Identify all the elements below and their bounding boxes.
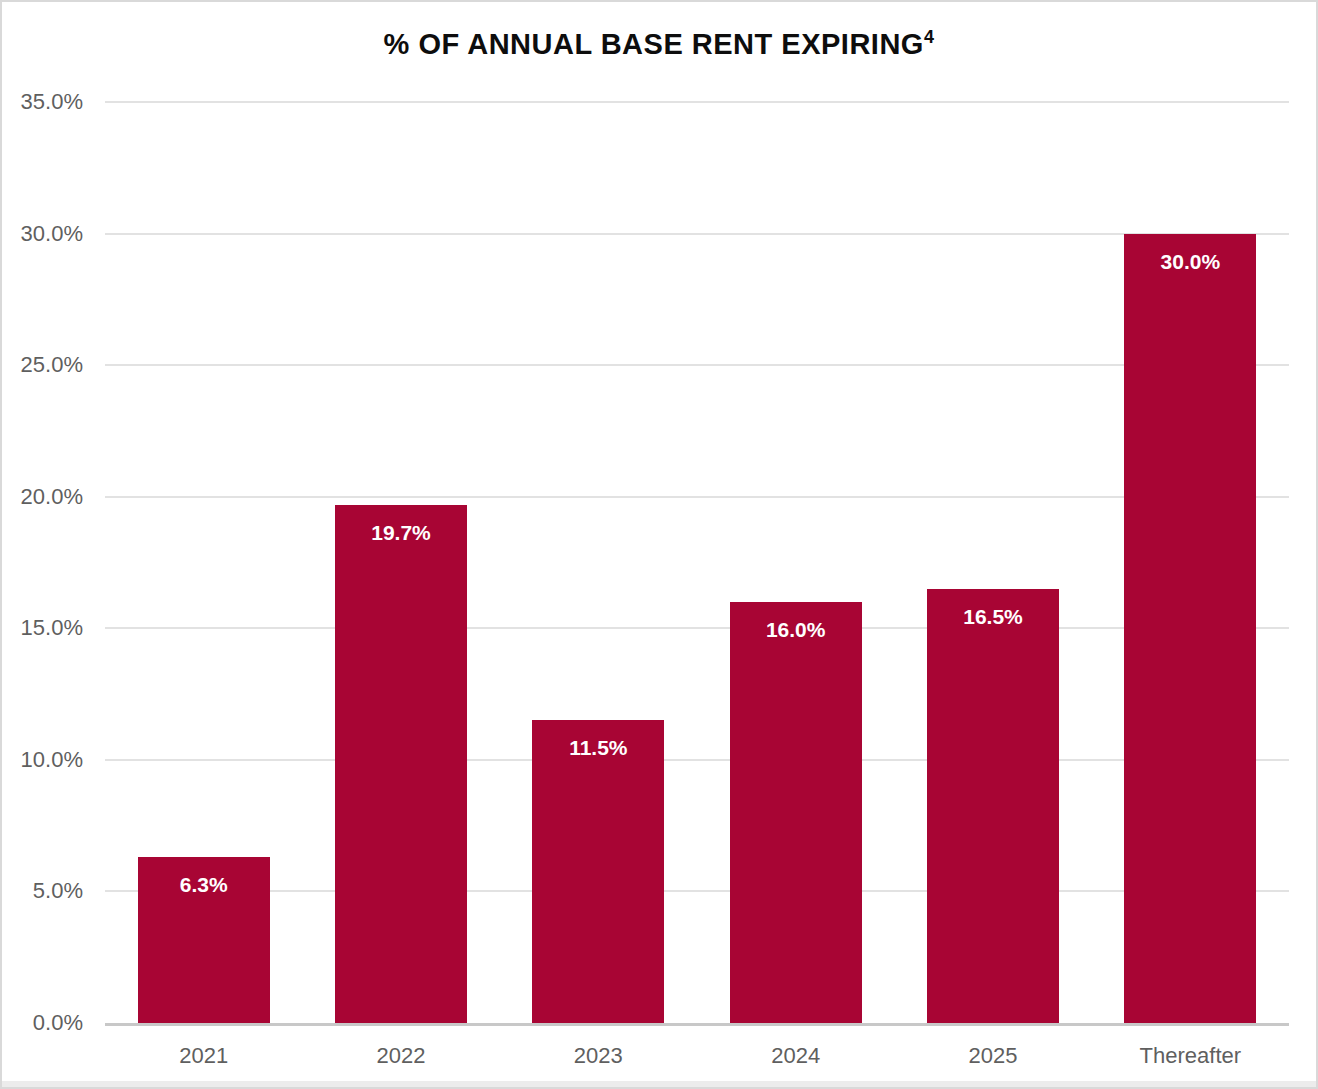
y-axis-tick-label: 15.0% xyxy=(2,615,83,641)
x-axis-tick-label: 2022 xyxy=(311,1043,491,1069)
gridline xyxy=(105,233,1289,235)
title-superscript: 4 xyxy=(924,27,935,47)
y-axis-tick-label: 25.0% xyxy=(2,352,83,378)
bar-value-label: 30.0% xyxy=(1124,250,1256,274)
bar-2022: 19.7% xyxy=(335,505,467,1023)
chart-title: % OF ANNUAL BASE RENT EXPIRING4 xyxy=(2,28,1316,61)
y-axis-tick-label: 5.0% xyxy=(2,878,83,904)
bar-thereafter: 30.0% xyxy=(1124,234,1256,1023)
bar-value-label: 11.5% xyxy=(532,736,664,760)
x-axis-tick-label: 2023 xyxy=(508,1043,688,1069)
gridline xyxy=(105,759,1289,761)
bar-2021: 6.3% xyxy=(138,857,270,1023)
gridline xyxy=(105,101,1289,103)
y-axis-tick-label: 30.0% xyxy=(2,221,83,247)
x-axis-tick-label: 2024 xyxy=(706,1043,886,1069)
bar-value-label: 6.3% xyxy=(138,873,270,897)
bar-2024: 16.0% xyxy=(730,602,862,1023)
gridline xyxy=(105,627,1289,629)
gridline xyxy=(105,364,1289,366)
bottom-strip xyxy=(2,1081,1316,1087)
bar-value-label: 16.5% xyxy=(927,605,1059,629)
chart-title-text: % OF ANNUAL BASE RENT EXPIRING xyxy=(384,28,924,60)
x-axis-tick-label: 2025 xyxy=(903,1043,1083,1069)
y-axis-tick-label: 35.0% xyxy=(2,89,83,115)
x-axis-tick-label: 2021 xyxy=(114,1043,294,1069)
bar-value-label: 16.0% xyxy=(730,618,862,642)
bar-2025: 16.5% xyxy=(927,589,1059,1023)
chart-frame: % OF ANNUAL BASE RENT EXPIRING4 35.0% 30.… xyxy=(0,0,1318,1089)
y-axis-tick-label: 10.0% xyxy=(2,747,83,773)
y-axis-tick-label: 20.0% xyxy=(2,484,83,510)
bar-2023: 11.5% xyxy=(532,720,664,1023)
x-axis-line xyxy=(105,1023,1289,1026)
y-axis-tick-label: 0.0% xyxy=(2,1010,83,1036)
bar-value-label: 19.7% xyxy=(335,521,467,545)
gridline xyxy=(105,496,1289,498)
gridline xyxy=(105,890,1289,892)
x-axis-tick-label: Thereafter xyxy=(1100,1043,1280,1069)
